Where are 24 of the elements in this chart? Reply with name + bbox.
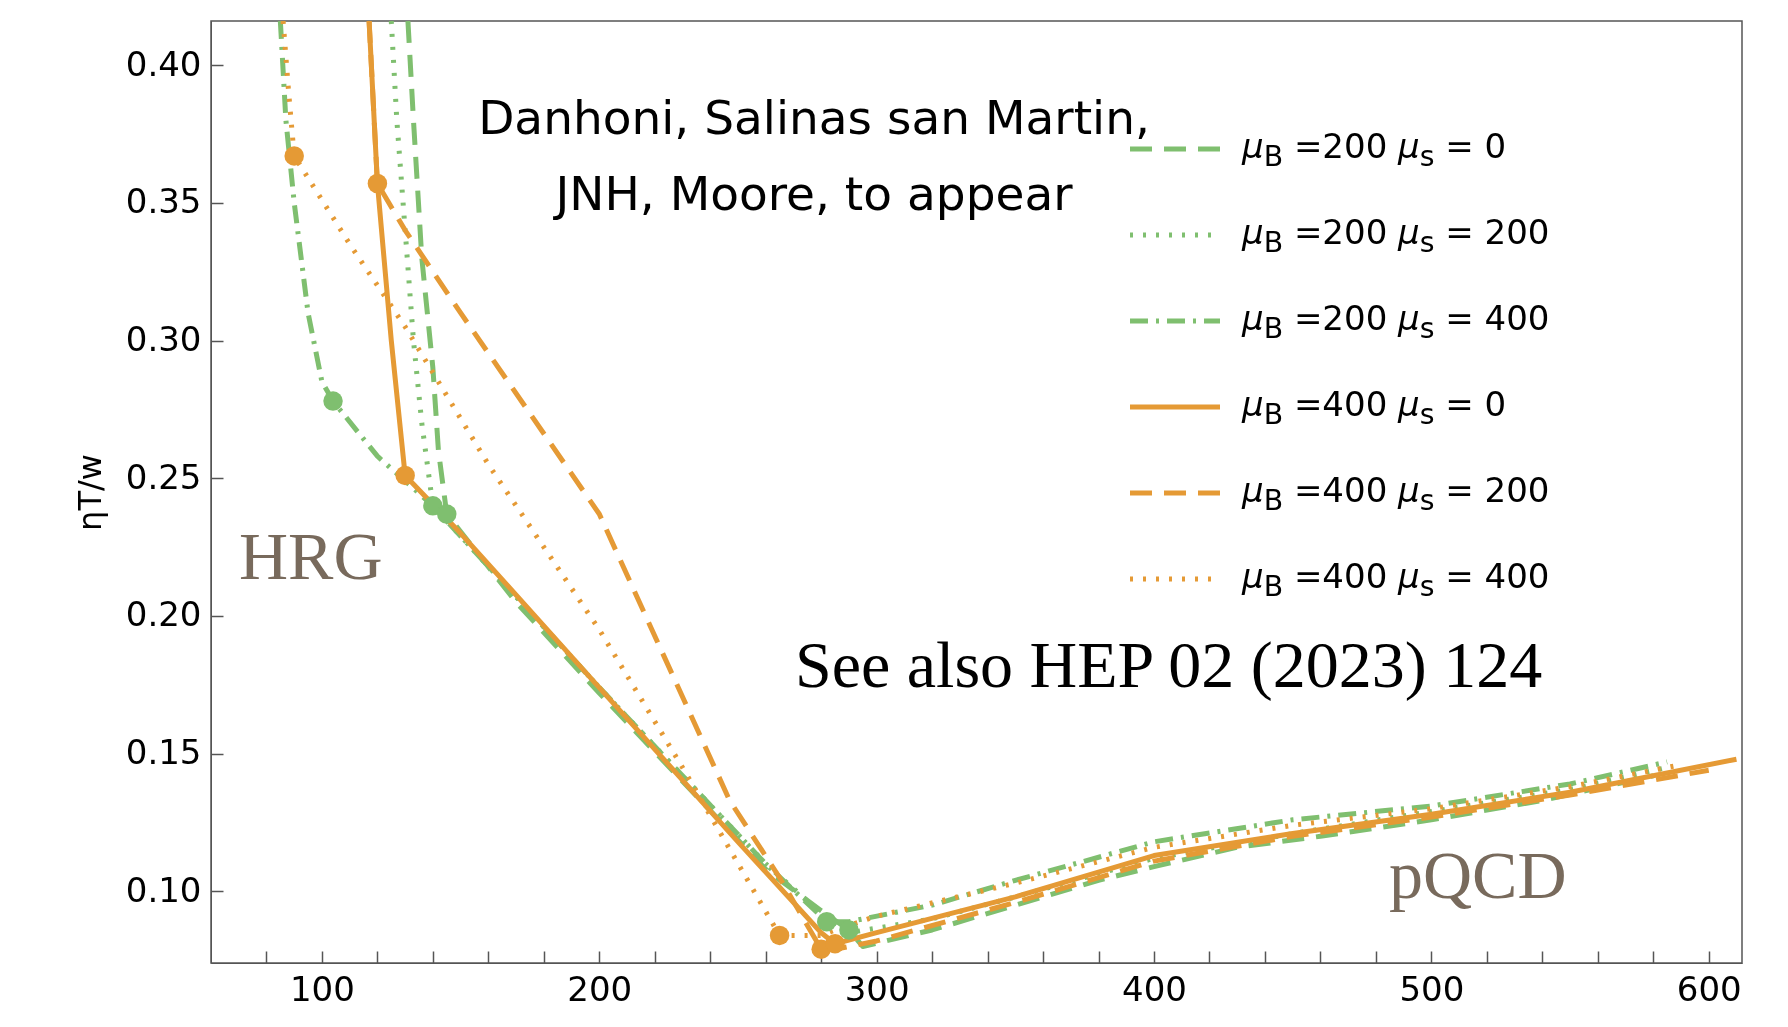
y-tick-label: 0.35 [125,181,202,222]
y-tick-label: 0.20 [125,594,202,635]
legend-label: μ$_{B}$ =400 μ$_{s}$ = 200 [1242,469,1550,517]
x-tick-label: 300 [844,968,910,1009]
legend-label: μ$_{B}$ =200 μ$_{s}$ = 200 [1242,211,1550,259]
y-tick-label: 0.25 [125,456,202,497]
annotation: Danhoni, Salinas san Martin, JNH, Moore, to appear [478,90,1150,221]
x-tick-label: 500 [1399,968,1465,1009]
x-tick-label: 600 [1676,968,1742,1009]
x-tick-label: 100 [289,968,355,1009]
legend-label: μ$_{B}$ =400 μ$_{s}$ = 0 [1242,383,1507,431]
legend-label: μ$_{B}$ =200 μ$_{s}$ = 0 [1242,125,1507,173]
annotation: See also HEP 02 (2023) 124 [795,628,1543,702]
y-tick-label: 0.10 [125,869,202,910]
legend-label: μ$_{B}$ =200 μ$_{s}$ = 400 [1242,297,1550,345]
y-tick-label: 0.40 [125,43,202,84]
x-tick-label: 200 [567,968,633,1009]
annotation: HRG [239,518,383,594]
legend-label: μ$_{B}$ =400 μ$_{s}$ = 400 [1242,555,1550,603]
annotation: pQCD [1389,837,1567,913]
x-tick-label: 400 [1122,968,1187,1009]
y-tick-label: 0.30 [125,319,202,360]
y-tick-label: 0.15 [125,732,202,773]
y-axis-title: ηT/w [70,454,109,531]
